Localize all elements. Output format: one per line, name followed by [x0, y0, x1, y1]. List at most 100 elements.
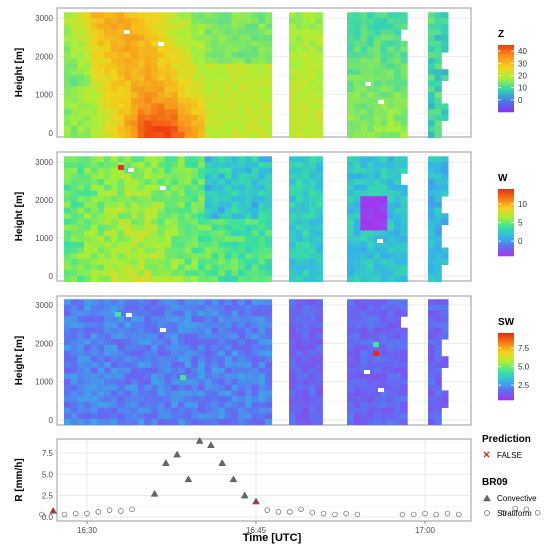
heat-cell	[265, 304, 273, 312]
heat-cell	[151, 167, 159, 174]
heat-cell	[400, 224, 408, 231]
heat-cell	[218, 29, 226, 36]
heat-cell	[387, 23, 395, 30]
heat-cell	[265, 418, 273, 426]
heat-cell	[360, 310, 368, 317]
heat-cell	[64, 230, 72, 237]
heat-cell	[295, 350, 303, 357]
heat-cell	[104, 276, 112, 283]
heat-cell	[428, 29, 436, 36]
heat-cell	[218, 396, 226, 403]
heat-cell	[258, 162, 266, 169]
heat-cell	[360, 12, 368, 19]
heat-cell	[289, 156, 297, 163]
heat-cell	[110, 40, 118, 47]
heat-cell	[315, 264, 323, 271]
heat-cell	[218, 356, 226, 363]
heat-cell	[441, 304, 449, 312]
heat-cell	[104, 207, 112, 214]
heat-cell	[428, 92, 436, 99]
heat-cell	[309, 316, 317, 323]
heat-cell	[77, 367, 85, 374]
heat-cell	[104, 413, 112, 420]
heat-cell	[144, 40, 152, 47]
heat-cell	[441, 173, 449, 180]
heat-cell	[124, 247, 132, 254]
heat-cell	[218, 236, 226, 243]
heat-cell	[131, 109, 139, 116]
heat-cell	[191, 356, 199, 363]
heat-cell	[218, 179, 226, 186]
heat-cell	[70, 350, 78, 357]
missing-cell	[378, 100, 384, 104]
colorbar-swatch	[498, 214, 514, 217]
heat-cell	[84, 401, 92, 408]
heat-cell	[428, 224, 436, 231]
heat-cell	[164, 120, 172, 127]
heat-cell	[198, 361, 206, 369]
heat-cell	[198, 224, 206, 231]
heat-cell	[84, 184, 92, 191]
heat-cell	[177, 162, 185, 169]
heat-cell	[387, 356, 395, 363]
heat-cell	[110, 219, 118, 226]
heat-cell	[151, 270, 159, 277]
heat-cell	[302, 247, 310, 254]
heat-cell	[97, 92, 105, 99]
heat-cell	[238, 173, 246, 180]
heat-cell	[393, 196, 401, 203]
heat-cell	[177, 219, 185, 226]
heat-cell	[137, 241, 145, 248]
heat-cell	[302, 379, 310, 386]
heat-cell	[428, 276, 436, 283]
heat-cell	[347, 396, 355, 403]
heat-cell	[137, 384, 145, 391]
heat-cell	[171, 230, 179, 237]
heat-cell	[124, 361, 132, 369]
heat-cell	[218, 184, 226, 191]
heat-cell	[164, 201, 172, 208]
legend-title-prediction: Prediction	[482, 434, 531, 445]
heat-cell	[177, 247, 185, 254]
colorbar-swatch	[498, 98, 514, 101]
heat-cell	[144, 162, 152, 169]
heat-cell	[70, 80, 78, 87]
heat-cell	[373, 46, 381, 53]
heat-cell	[104, 201, 112, 208]
heat-cell	[315, 29, 323, 36]
heat-cell	[289, 299, 297, 306]
heat-cell	[77, 69, 85, 76]
colorbar-swatch	[498, 78, 514, 81]
y-tick-label: 1000	[35, 234, 53, 243]
heat-cell	[70, 407, 78, 414]
heat-cell	[295, 86, 303, 93]
heat-cell	[360, 35, 368, 42]
heat-cell	[184, 173, 192, 180]
heat-cell	[131, 241, 139, 248]
heat-cell	[295, 74, 303, 82]
heat-cell	[367, 361, 375, 369]
heat-cell	[434, 299, 442, 306]
heat-cell	[164, 156, 172, 163]
heat-cell	[137, 92, 145, 99]
heat-cell	[110, 97, 118, 104]
heat-cell	[360, 213, 368, 220]
heat-cell	[315, 213, 323, 220]
heat-cell	[171, 253, 179, 260]
heat-cell	[302, 69, 310, 76]
colorbar-swatch	[498, 51, 514, 54]
heat-cell	[434, 241, 442, 248]
heat-cell	[373, 418, 381, 426]
heat-cell	[64, 310, 72, 317]
heat-cell	[218, 322, 226, 329]
heat-cell	[224, 339, 232, 346]
heat-cell	[289, 162, 297, 169]
heat-cell	[218, 339, 226, 346]
heat-cell	[380, 236, 388, 243]
heat-cell	[151, 304, 159, 312]
heat-cell	[177, 224, 185, 231]
heat-cell	[77, 114, 85, 121]
stratiform-point	[72, 510, 79, 517]
colorbar-swatch	[498, 197, 514, 200]
colorbar-swatch	[498, 50, 514, 52]
